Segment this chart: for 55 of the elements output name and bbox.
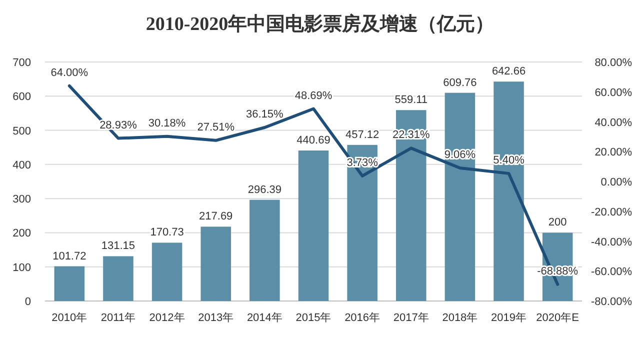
bar	[494, 82, 524, 301]
data-label: 64.00%	[50, 66, 88, 79]
x-tick-label: 2016年	[344, 312, 380, 324]
x-tick-label: 2012年	[149, 312, 185, 324]
x-tick-label: 2011年	[100, 312, 136, 324]
y2-tick-label: 60.00%	[594, 86, 632, 99]
data-label: 101.72	[52, 250, 86, 262]
y2-tick-label: 80.00%	[594, 57, 632, 69]
data-label: 131.15	[101, 240, 136, 252]
x-tick-label: 2010年	[52, 312, 88, 324]
y-tick-label: 100	[12, 262, 31, 274]
data-label: 170.73	[150, 226, 184, 239]
data-label: 217.69	[199, 210, 233, 223]
data-label: 5.40%	[493, 154, 525, 166]
y2-tick-label: -40.00%	[591, 236, 632, 248]
bar	[250, 200, 280, 301]
x-tick-label: 2019年	[491, 312, 527, 324]
data-label: 36.15%	[246, 108, 284, 120]
chart-title: 2010-2020年中国电影票房及增速（亿元）	[146, 13, 494, 35]
data-label: 296.39	[248, 184, 282, 196]
bar	[298, 150, 329, 301]
y-tick-label: 700	[12, 57, 31, 69]
data-label: 27.51%	[197, 121, 235, 134]
y-tick-label: 600	[12, 91, 31, 104]
data-label: 48.69%	[294, 90, 332, 102]
y-tick-label: 0	[24, 296, 31, 308]
y-tick-label: 200	[12, 228, 31, 240]
data-label: 559.11	[394, 94, 428, 106]
y-tick-label: 300	[12, 194, 31, 206]
bar	[103, 256, 134, 301]
data-label: 440.69	[296, 134, 330, 147]
data-label: 30.18%	[148, 117, 186, 130]
bar	[347, 144, 378, 301]
y-tick-label: 400	[12, 159, 31, 172]
data-label: 642.66	[492, 66, 526, 78]
y2-tick-label: -80.00%	[591, 296, 632, 308]
bar	[444, 92, 476, 301]
bar	[152, 242, 182, 301]
bar	[54, 266, 85, 301]
x-tick-label: 2017年	[393, 312, 429, 324]
y-tick-label: 500	[12, 125, 31, 138]
y2-tick-label: 0.00%	[600, 176, 632, 188]
bar	[200, 226, 231, 301]
data-label: 200	[548, 216, 567, 229]
y2-tick-label: -20.00%	[591, 206, 632, 218]
x-tick-label: 2015年	[296, 312, 332, 324]
data-label: 457.12	[345, 128, 380, 141]
x-tick-label: 2018年	[442, 312, 478, 324]
x-tick-label: 2014年	[246, 312, 282, 324]
x-tick-label: 2013年	[198, 312, 234, 324]
y2-tick-label: 20.00%	[594, 146, 632, 159]
y2-tick-label: 40.00%	[594, 116, 632, 129]
y2-tick-label: -60.00%	[591, 266, 632, 278]
data-label: 609.76	[443, 76, 477, 89]
x-tick-label: 2020年E	[536, 312, 579, 324]
